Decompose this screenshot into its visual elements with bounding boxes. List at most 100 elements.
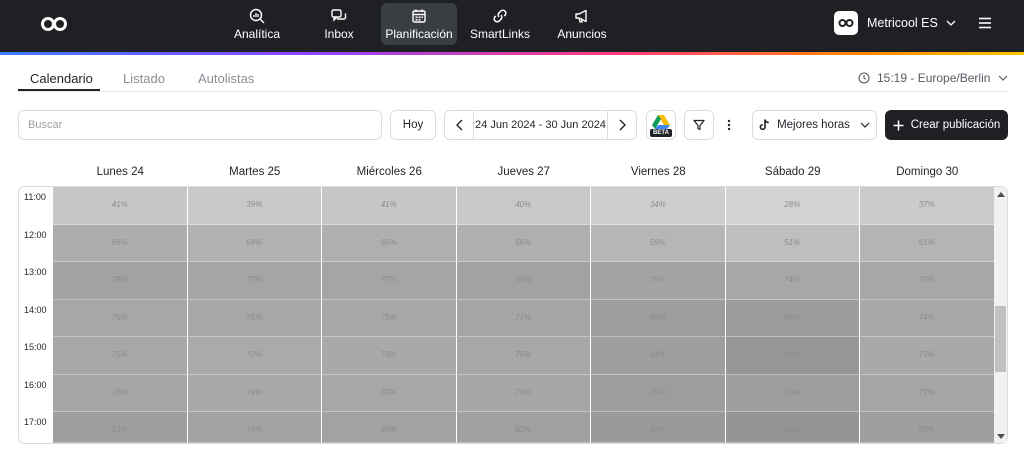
more-vertical-icon [727,119,731,131]
account-switcher[interactable]: Metricool ES [834,11,956,35]
heatmap-cell[interactable]: 77% [322,262,457,300]
hour-label: 13:00 [24,267,47,277]
best-hours-selector[interactable]: Mejores horas [752,110,877,140]
heatmap-cell-value: 92% [784,350,801,359]
heatmap-cell[interactable]: 76% [53,374,188,412]
heatmap-cell[interactable]: 75% [187,299,322,337]
date-range-label[interactable]: 24 Jun 2024 - 30 Jun 2024 [473,111,608,139]
heatmap-cell-value: 79% [246,425,263,434]
heatmap-cell-value: 77% [918,387,935,397]
heatmap-cell[interactable]: 75% [322,299,457,337]
nav-label-inbox: Inbox [324,26,354,41]
heatmap-cell[interactable]: 94% [725,412,860,443]
nav-item-analitica[interactable]: Analítica [230,3,284,45]
heatmap-cell[interactable]: 34% [591,187,726,225]
day-header: Miércoles 26 [356,166,422,178]
heatmap-cell[interactable]: 85% [591,299,726,337]
heatmap-cell[interactable]: 73% [322,337,457,375]
chevron-left-icon [455,119,462,131]
heatmap-cell[interactable]: 78% [591,262,726,300]
heatmap-cell[interactable]: 84% [591,337,726,375]
heatmap-cell[interactable]: 83% [860,412,995,443]
heatmap-cell[interactable]: 64% [187,224,322,262]
heatmap-cell[interactable]: 76% [456,374,591,412]
heatmap-cell-value: 75% [111,350,128,359]
heatmap-cell-value: 78% [649,275,666,284]
create-post-button[interactable]: Crear publicación [885,110,1008,140]
heatmap-cell[interactable]: 68% [53,224,188,262]
plus-icon [893,120,904,130]
heatmap-cell[interactable]: 83% [725,374,860,412]
heatmap-cell[interactable]: 74% [187,374,322,412]
heatmap-cell[interactable]: 66% [322,224,457,262]
heatmap-cell[interactable]: 37% [860,187,995,225]
heatmap-cell-value: 88% [649,425,666,434]
scrollbar-thumb[interactable] [995,306,1006,372]
heatmap-cell[interactable]: 41% [53,187,188,225]
tab-listado[interactable]: Listado [123,71,165,86]
heatmap-cell[interactable]: 61% [860,224,995,262]
heatmap-cell[interactable]: 88% [591,412,726,443]
scroll-up-arrow-icon[interactable] [997,191,1005,197]
heatmap-cell[interactable]: 80% [322,412,457,443]
heatmap-cell[interactable]: 77% [456,299,591,337]
heatmap-cell[interactable]: 92% [725,337,860,375]
heatmap-cell-value: 85% [649,312,666,322]
heatmap-cell[interactable]: 51% [725,224,860,262]
timezone-selector[interactable]: 15:19 - Europe/Berlin [858,71,1015,85]
chat-bubbles-icon [331,8,347,22]
hamburger-menu-icon[interactable] [978,16,992,30]
heatmap-cell[interactable]: 40% [456,187,591,225]
heatmap-cell[interactable]: 28% [725,187,860,225]
heatmap-cell[interactable]: 75% [860,262,995,300]
heatmap-cell-value: 76% [111,387,128,397]
heatmap-cell[interactable]: 75% [53,337,188,375]
heatmap-cell-value: 75% [111,312,128,322]
heatmap-cell[interactable]: 39% [187,187,322,225]
nav-item-anuncios[interactable]: Anuncios [553,3,611,45]
heatmap-cell[interactable]: 80% [456,262,591,300]
heatmap-cell[interactable]: 79% [53,262,188,300]
heatmap-cell[interactable]: 75% [456,337,591,375]
nav-item-smartlinks[interactable]: SmartLinks [468,3,532,45]
heatmap-cell[interactable]: 74% [860,299,995,337]
chevron-right-icon [619,119,626,131]
google-drive-beta-button[interactable]: BETA [646,110,676,140]
heatmap-cell-value: 77% [515,312,532,322]
today-button[interactable]: Hoy [390,110,436,140]
next-week-button[interactable] [608,111,636,139]
heatmap-cell[interactable]: 72% [187,337,322,375]
heatmap-cell[interactable]: 77% [860,374,995,412]
heatmap-cell[interactable]: 41% [322,187,457,225]
scroll-down-arrow-icon[interactable] [997,434,1005,440]
calendar-icon [412,9,426,23]
heatmap-cell[interactable]: 83% [53,412,188,443]
hour-label: 16:00 [24,379,47,390]
heatmap-cell[interactable]: 75% [53,299,188,337]
nav-item-inbox[interactable]: Inbox [317,3,361,45]
heatmap-cell[interactable]: 82% [456,412,591,443]
nav-label-anuncios: Anuncios [557,26,607,41]
heatmap-cell-value: 83% [918,425,935,434]
heatmap-cell-value: 80% [380,425,397,434]
filter-button[interactable] [684,110,714,140]
heatmap-cell-value: 41% [111,200,128,209]
heatmap-cell[interactable]: 66% [456,224,591,262]
tab-calendario[interactable]: Calendario [30,71,93,86]
heatmap-cell-value: 39% [246,200,263,209]
heatmap-cell[interactable]: 74% [725,262,860,300]
heatmap-cell[interactable]: 77% [187,262,322,300]
metricool-logo-icon[interactable] [40,15,68,33]
heatmap-cell[interactable]: 59% [591,224,726,262]
previous-week-button[interactable] [445,111,473,139]
heatmap-cell[interactable]: 86% [725,299,860,337]
heatmap-cell[interactable]: 75% [322,374,457,412]
search-input[interactable]: Buscar [18,110,382,140]
heatmap-cell-value: 34% [649,200,666,209]
heatmap-cell[interactable]: 79% [187,412,322,443]
tab-autolistas[interactable]: Autolistas [198,71,255,86]
heatmap-cell[interactable]: 73% [860,337,995,375]
heatmap-cell[interactable]: 85% [591,374,726,412]
more-options-button[interactable] [716,110,742,140]
nav-item-planificacion[interactable]: Planificación [381,3,457,45]
